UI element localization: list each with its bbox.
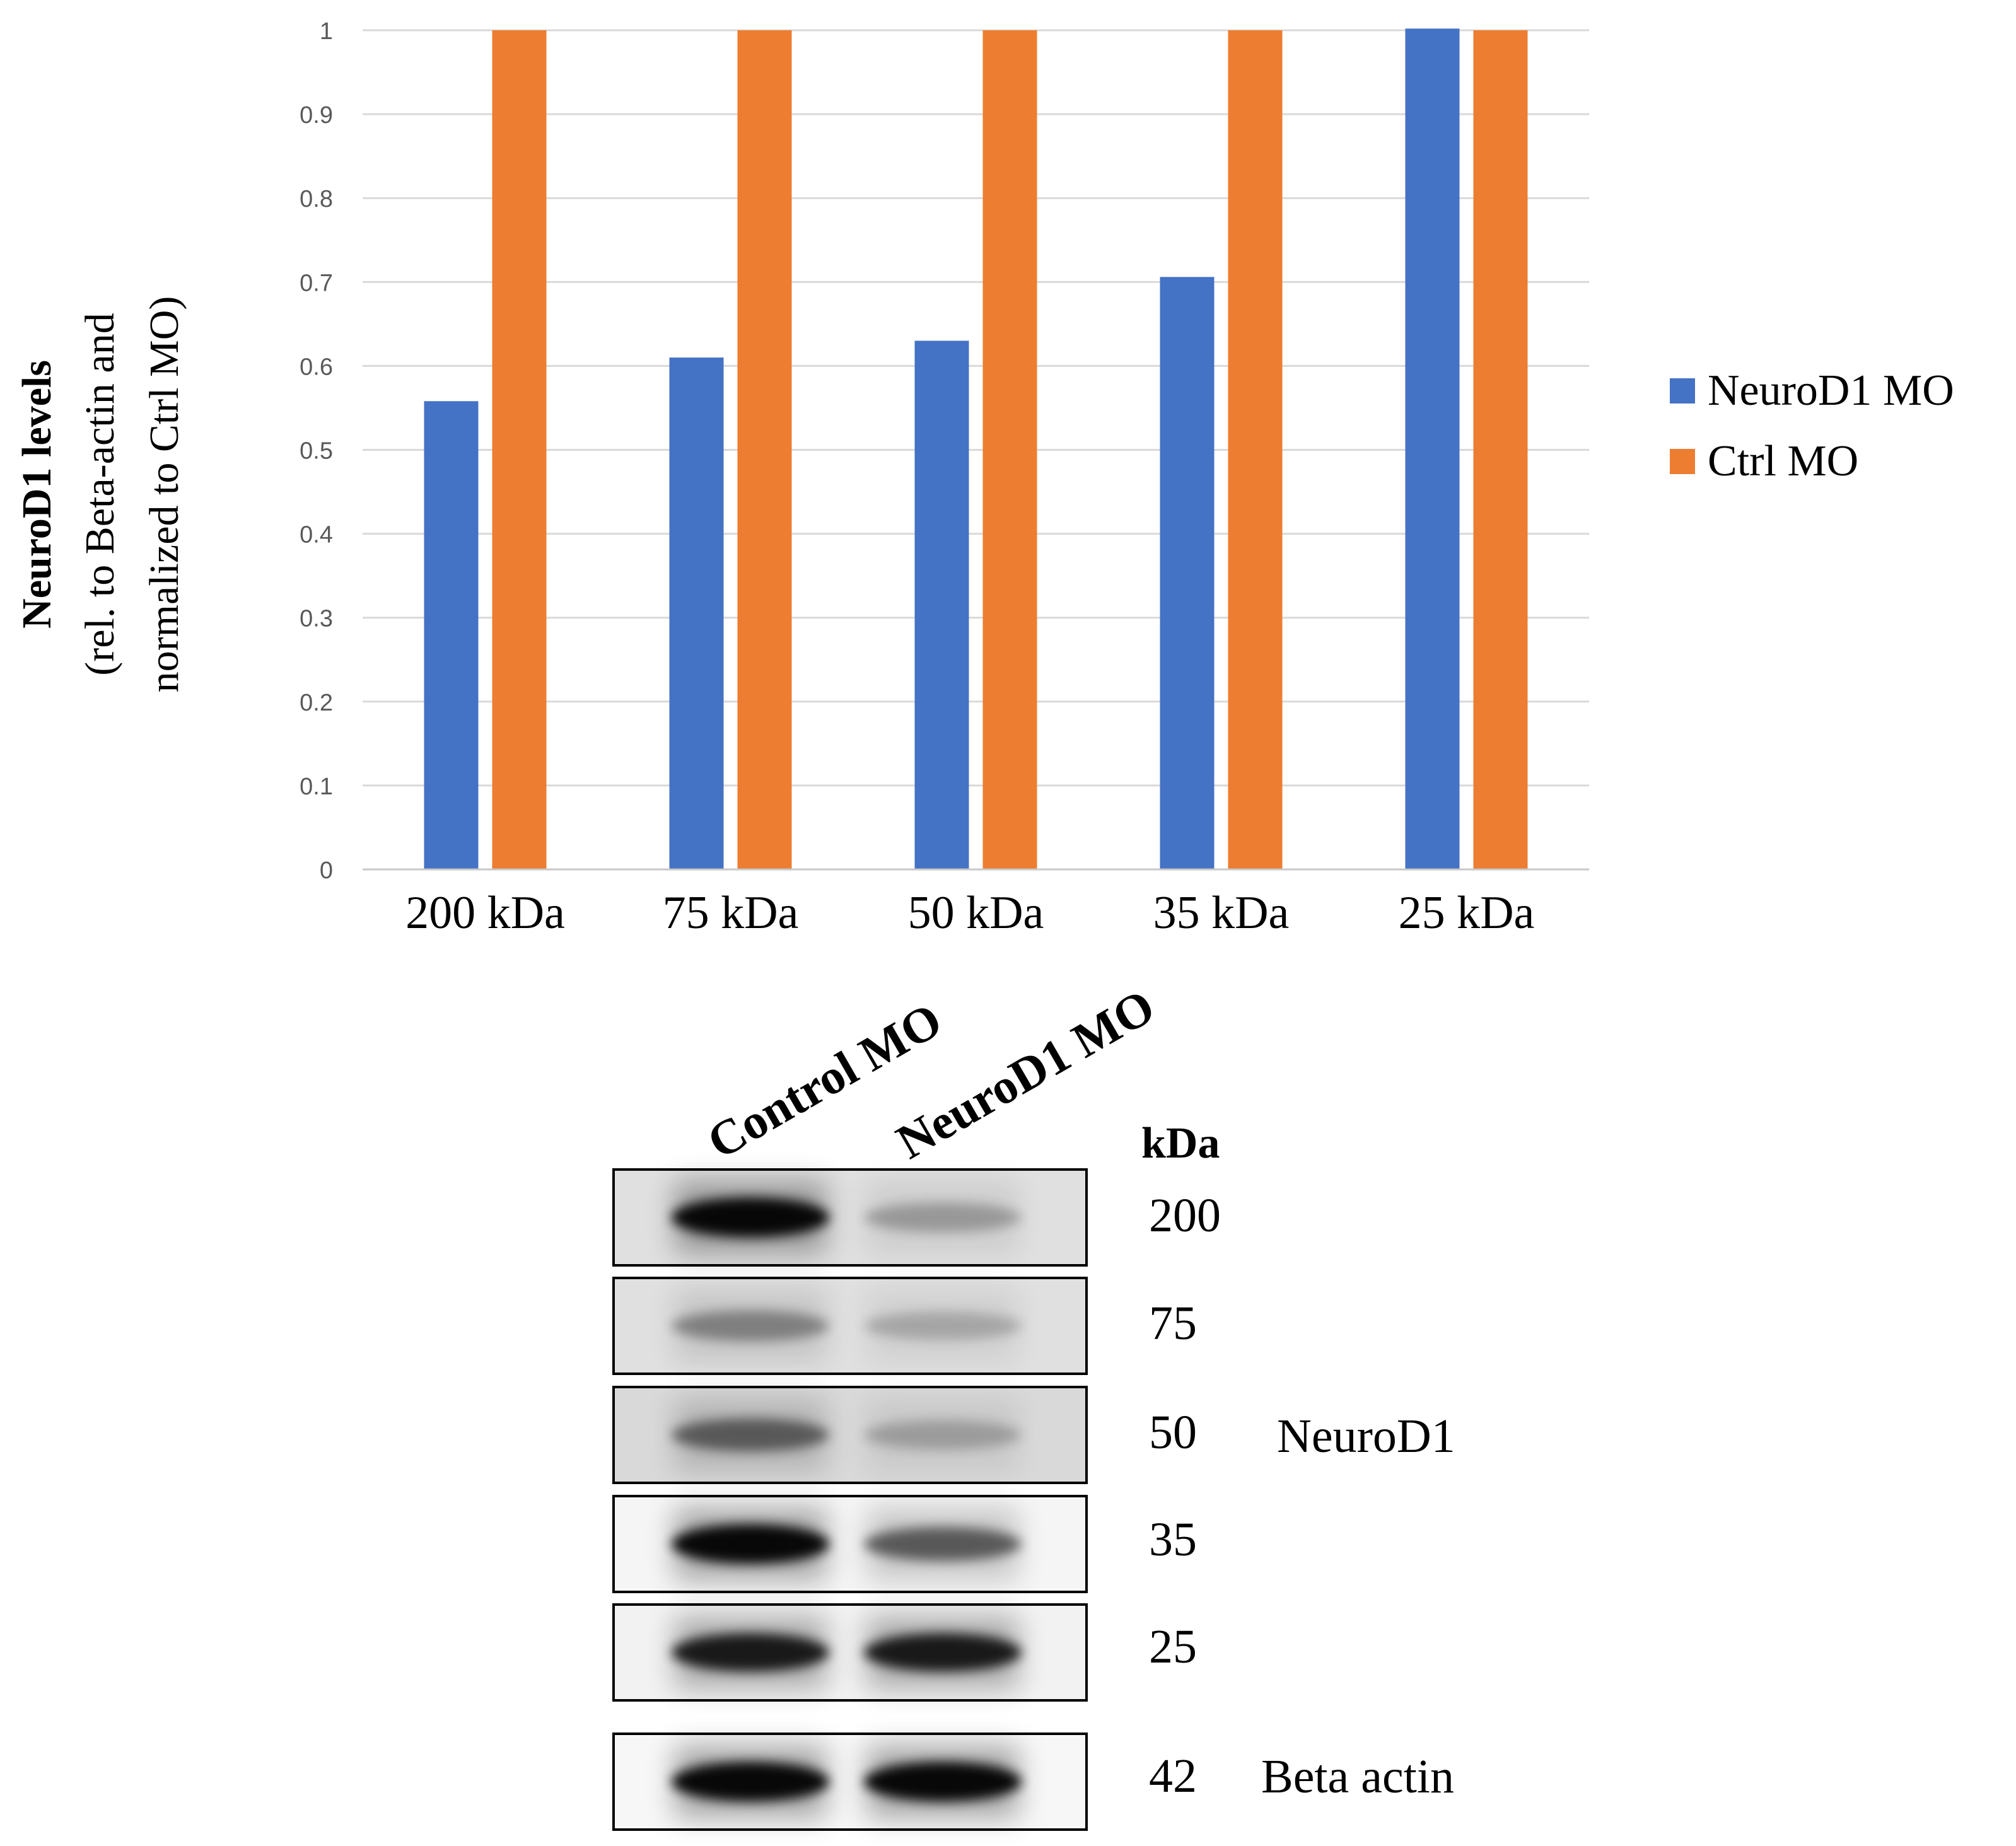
y-tick-label: 0 xyxy=(320,857,333,884)
blot-panels: 200 75 50 35 25 42 xyxy=(612,1168,1221,1831)
x-tick-label: 50 kDa xyxy=(908,887,1044,939)
blot-band-neurod1 xyxy=(864,1633,1022,1672)
x-tick-labels: 200 kDa 75 kDa 50 kDa 35 kDa 25 kDa xyxy=(405,887,1534,939)
blot-band-control xyxy=(672,1310,829,1342)
y-tick-label: 0.9 xyxy=(300,102,333,129)
blot-panel-border xyxy=(612,1386,1088,1484)
blot-panel-75: 75 xyxy=(612,1277,1197,1375)
bar-ctrl-mo-200-kda xyxy=(492,30,547,869)
blot-panel-border xyxy=(612,1277,1088,1375)
bar-ctrl-mo-50-kda xyxy=(982,30,1037,869)
blot-band-neurod1 xyxy=(864,1203,1022,1232)
bars xyxy=(424,28,1528,870)
y-tick-label: 0.3 xyxy=(300,606,333,632)
blot-kda-label: 42 xyxy=(1149,1750,1197,1802)
y-tick-label: 0.7 xyxy=(300,270,333,296)
western-blot: Control MO NeuroD1 MO kDa 2007550352542 … xyxy=(612,978,1455,1831)
blot-panel-border xyxy=(612,1603,1088,1702)
blot-band-neurod1 xyxy=(864,1762,1022,1802)
blot-band-control xyxy=(672,1633,829,1672)
bar-ctrl-mo-75-kda xyxy=(737,30,792,869)
legend-label-ctrl-mo: Ctrl MO xyxy=(1708,437,1858,485)
bar-neurod1-mo-25-kda xyxy=(1405,28,1460,869)
blot-panel-border xyxy=(612,1495,1088,1593)
blot-band-neurod1 xyxy=(864,1420,1022,1449)
bar-neurod1-mo-50-kda xyxy=(914,340,969,869)
bar-ctrl-mo-35-kda xyxy=(1228,30,1283,869)
x-tick-label: 35 kDa xyxy=(1153,887,1290,939)
gridlines xyxy=(363,29,1589,787)
bar-neurod1-mo-35-kda xyxy=(1160,277,1215,870)
blot-kda-label: 200 xyxy=(1149,1189,1221,1242)
x-tick-label: 200 kDa xyxy=(405,887,565,939)
blot-kda-label: 35 xyxy=(1149,1513,1197,1566)
legend-label-neurod1-mo: NeuroD1 MO xyxy=(1708,366,1954,415)
bar-neurod1-mo-200-kda xyxy=(424,401,479,869)
y-tick-label: 0.8 xyxy=(300,186,333,212)
y-tick-label: 1 xyxy=(320,18,333,45)
blot-kda-label: 75 xyxy=(1149,1297,1197,1350)
blot-band-neurod1 xyxy=(864,1311,1022,1340)
y-tick-label: 0.1 xyxy=(300,774,333,800)
y-axis-title: NeuroD1 levels (rel. to Beta-actin and n… xyxy=(14,296,187,693)
blot-panel-50: 50 xyxy=(612,1386,1197,1484)
blot-band-control xyxy=(672,1762,829,1802)
x-tick-label: 25 kDa xyxy=(1399,887,1535,939)
y-tick-labels: 0 0.1 0.2 0.3 0.4 0.5 0.6 0.7 0.8 0.9 1 xyxy=(300,18,333,884)
y-tick-label: 0.2 xyxy=(300,690,333,716)
bar-chart: 0 0.1 0.2 0.3 0.4 0.5 0.6 0.7 0.8 0.9 1 200 kDa 75 … xyxy=(14,18,1954,939)
y-tick-label: 0.5 xyxy=(300,438,333,465)
blot-band-neurod1 xyxy=(864,1527,1022,1561)
y-tick-label: 0.6 xyxy=(300,354,333,380)
y-tick-label: 0.4 xyxy=(300,522,333,549)
blot-band-control xyxy=(672,1197,829,1238)
blot-kda-label: 25 xyxy=(1149,1620,1197,1673)
y-axis-title-line3: normalized to Ctrl MO) xyxy=(141,296,187,693)
blot-panel-42: 42 xyxy=(612,1733,1197,1831)
legend: NeuroD1 MO Ctrl MO xyxy=(1670,366,1954,485)
legend-swatch-neurod1-mo xyxy=(1670,378,1695,403)
beta-actin-blot-label: Beta actin xyxy=(1261,1750,1454,1803)
blot-panel-border xyxy=(612,1168,1088,1267)
blot-panel-35: 35 xyxy=(612,1495,1197,1593)
blot-panel-200: 200 xyxy=(612,1168,1221,1267)
bar-ctrl-mo-25-kda xyxy=(1473,30,1528,869)
bar-neurod1-mo-75-kda xyxy=(669,357,724,869)
y-axis-title-line1: NeuroD1 levels xyxy=(14,360,60,629)
legend-swatch-ctrl-mo xyxy=(1670,449,1695,474)
neurod1-blot-label: NeuroD1 xyxy=(1277,1410,1455,1463)
x-tick-label: 75 kDa xyxy=(663,887,799,939)
y-axis-title-line2: (rel. to Beta-actin and xyxy=(77,313,123,675)
blot-kda-label: 50 xyxy=(1149,1406,1197,1459)
kda-header: kDa xyxy=(1141,1119,1220,1168)
blot-band-control xyxy=(672,1419,829,1451)
blot-panel-border xyxy=(612,1733,1088,1831)
blot-panel-25: 25 xyxy=(612,1603,1197,1702)
blot-band-control xyxy=(672,1524,829,1564)
